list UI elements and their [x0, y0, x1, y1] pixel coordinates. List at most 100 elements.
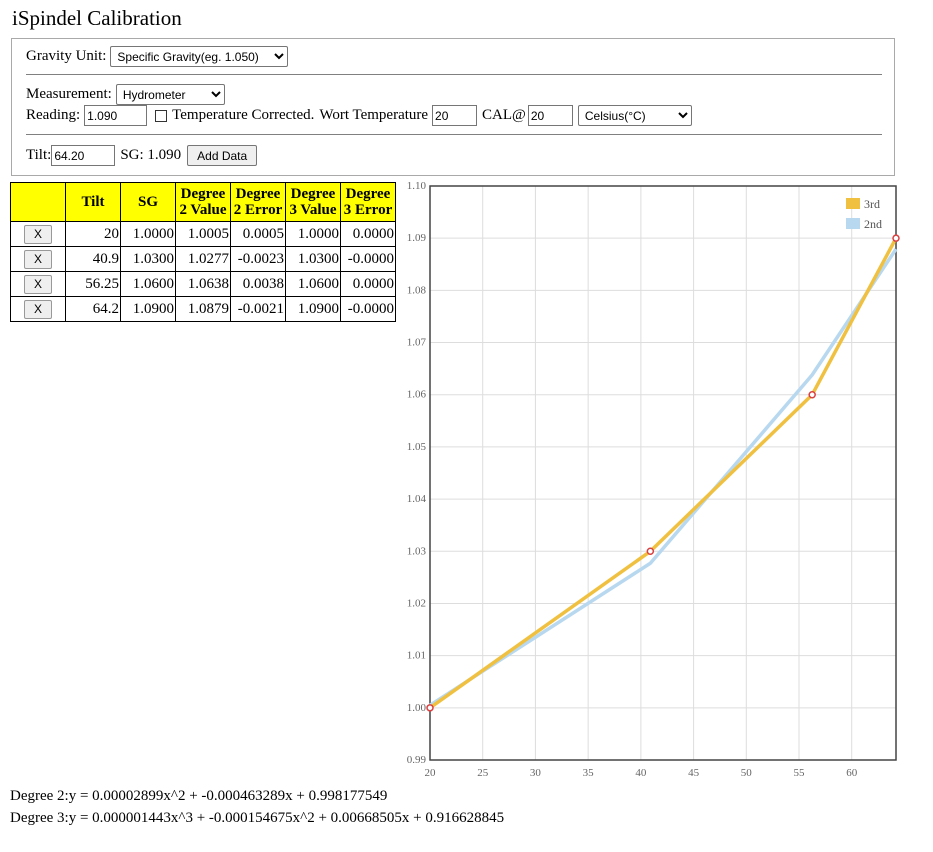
measurement-label: Measurement:	[26, 86, 112, 102]
delete-row-button[interactable]: X	[24, 224, 52, 244]
degree3-error-cell: -0.0000	[340, 296, 396, 322]
degree3-value-cell: 1.0000	[285, 221, 341, 247]
divider	[26, 134, 882, 135]
x-tick-label: 40	[635, 767, 647, 779]
sg-cell: 1.0900	[120, 296, 176, 322]
temperature-corrected-checkbox[interactable]	[155, 109, 168, 122]
degree2-equation: Degree 2:y = 0.00002899x^2 + -0.00046328…	[10, 788, 388, 804]
delete-row-button[interactable]: X	[24, 249, 52, 269]
x-tick-label: 25	[477, 767, 489, 779]
cal-label: CAL@	[482, 107, 526, 123]
wort-temperature-input[interactable]	[432, 105, 478, 126]
degree2-error-cell: -0.0021	[230, 296, 286, 322]
x-tick-label: 20	[425, 767, 437, 779]
y-tick-label: 1.07	[407, 337, 427, 349]
x-tick-label: 45	[688, 767, 700, 779]
delete-cell: X	[10, 296, 66, 322]
sg-cell: 1.0600	[120, 271, 176, 297]
table-row: X 64.2 1.0900 1.0879 -0.0021 1.0900 -0.0000	[10, 296, 396, 322]
sg-readout: SG: 1.090	[120, 147, 182, 163]
reading-input[interactable]	[84, 105, 148, 126]
data-point	[426, 704, 434, 712]
degree3-value-cell: 1.0900	[285, 296, 341, 322]
table-row: X 40.9 1.0300 1.0277 -0.0023 1.0300 -0.0000	[10, 246, 396, 272]
y-tick-label: 1.06	[407, 389, 427, 401]
tilt-cell: 40.9	[65, 246, 121, 272]
degree2-value-cell: 1.0005	[175, 221, 231, 247]
settings-panel: Gravity Unit: Specific Gravity(eg. 1.050…	[11, 38, 895, 176]
legend-label-3rd: 3rd	[864, 197, 880, 211]
page-title: iSpindel Calibration	[12, 6, 182, 30]
x-tick-label: 60	[846, 767, 858, 779]
x-tick-label: 55	[794, 767, 806, 779]
delete-row-button[interactable]: X	[24, 299, 52, 319]
header-degree3-value: Degree 3 Value	[285, 182, 341, 222]
gravity-row: Gravity Unit: Specific Gravity(eg. 1.050…	[26, 46, 289, 67]
tilt-row: Tilt: SG: 1.090 Add Data	[26, 145, 258, 166]
y-tick-label: 1.04	[407, 493, 427, 505]
y-tick-label: 1.05	[407, 441, 427, 453]
tilt-label: Tilt:	[26, 147, 52, 163]
y-tick-label: 1.02	[407, 597, 426, 609]
series-line-3rd	[428, 237, 898, 710]
legend-swatch-3rd	[846, 198, 860, 209]
header-action	[10, 182, 66, 222]
degree3-error-cell: 0.0000	[340, 271, 396, 297]
gravity-unit-select[interactable]: Specific Gravity(eg. 1.050)	[110, 46, 289, 67]
degree3-value-cell: 1.0300	[285, 246, 341, 272]
y-tick-label: 1.00	[407, 702, 427, 714]
sg-cell: 1.0300	[120, 246, 176, 272]
measurement-select[interactable]: Hydrometer	[115, 84, 225, 105]
degree2-value-cell: 1.0879	[175, 296, 231, 322]
gravity-unit-label: Gravity Unit:	[26, 48, 107, 64]
header-tilt: Tilt	[65, 182, 121, 222]
y-tick-label: 1.08	[407, 284, 427, 296]
measurement-row: Measurement: Hydrometer	[26, 84, 225, 105]
tilt-input[interactable]	[51, 145, 116, 166]
header-sg: SG	[120, 182, 176, 222]
data-point	[808, 390, 816, 399]
calibration-chart: 0.99 1.00 1.01 1.02 1.03 1.04 1.05 1.06 1.07 1.08…	[407, 180, 900, 779]
degree2-value-cell: 1.0638	[175, 271, 231, 297]
tilt-cell: 56.25	[65, 271, 121, 297]
data-point	[892, 234, 900, 242]
sg-cell: 1.0000	[120, 221, 176, 247]
delete-cell: X	[10, 246, 66, 272]
cal-temperature-input[interactable]	[527, 105, 573, 126]
degree3-value-cell: 1.0600	[285, 271, 341, 297]
add-data-button[interactable]: Add Data	[187, 145, 258, 166]
delete-cell: X	[10, 221, 66, 247]
header-degree2-value: Degree 2 Value	[175, 182, 231, 222]
x-tick-label: 50	[741, 767, 753, 779]
reading-row: Reading: Temperature Corrected. Wort Tem…	[26, 105, 692, 126]
y-tick-label: 1.03	[407, 545, 427, 557]
legend-label-2nd: 2nd	[864, 217, 882, 231]
delete-cell: X	[10, 271, 66, 297]
calibration-table: Tilt SG Degree 2 Value Degree 2 Error De…	[10, 182, 396, 322]
table-row: X 20 1.0000 1.0005 0.0005 1.0000 0.0000	[10, 221, 396, 247]
table-row: X 56.25 1.0600 1.0638 0.0038 1.0600 0.0000	[10, 271, 396, 297]
header-degree3-error: Degree 3 Error	[340, 182, 396, 222]
tilt-cell: 20	[65, 221, 121, 247]
x-tick-label: 30	[530, 767, 542, 779]
degree2-error-cell: 0.0005	[230, 221, 286, 247]
divider	[26, 74, 882, 75]
wort-temperature-label: Wort Temperature	[319, 107, 429, 123]
y-tick-label: 0.99	[407, 754, 427, 766]
plot-area	[430, 186, 896, 760]
temperature-corrected-label: Temperature Corrected.	[172, 107, 315, 123]
tilt-cell: 64.2	[65, 296, 121, 322]
header-degree2-error: Degree 2 Error	[230, 182, 286, 222]
y-tick-label: 1.09	[407, 232, 427, 244]
temperature-unit-select[interactable]: Celsius(°C)	[577, 105, 692, 126]
degree2-error-cell: 0.0038	[230, 271, 286, 297]
degree2-error-cell: -0.0023	[230, 246, 286, 272]
degree3-equation: Degree 3:y = 0.000001443x^3 + -0.0001546…	[10, 810, 505, 826]
delete-row-button[interactable]: X	[24, 274, 52, 294]
plot-border	[429, 185, 897, 761]
y-tick-label: 1.01	[407, 650, 426, 662]
data-point	[646, 547, 655, 556]
table-header-row: Tilt SG Degree 2 Value Degree 2 Error De…	[10, 182, 396, 222]
y-tick-label: 1.10	[407, 180, 427, 192]
x-tick-label: 35	[583, 767, 595, 779]
